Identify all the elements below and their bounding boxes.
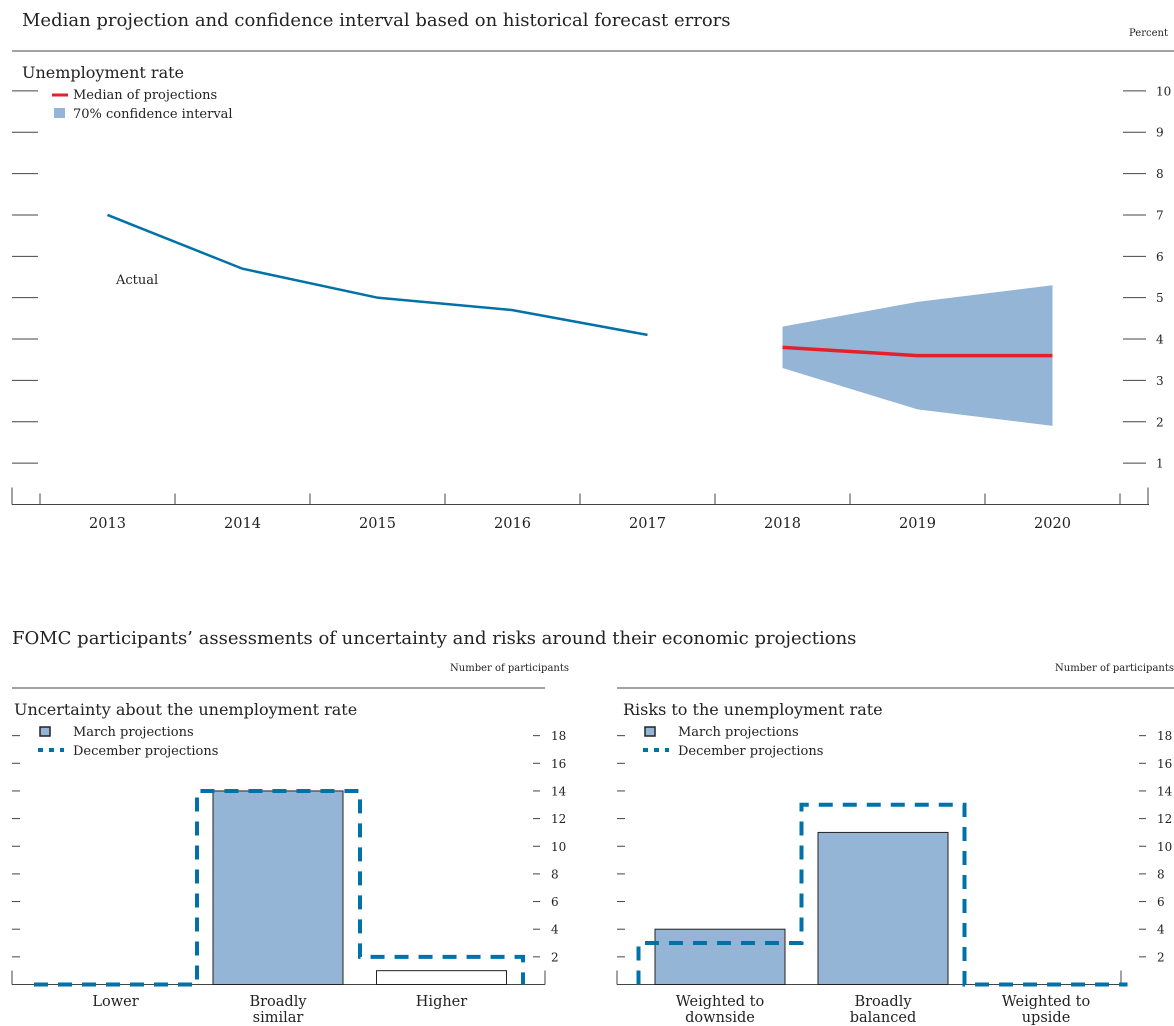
legend-band-swatch [54,108,65,118]
y-tick-label: 14 [1157,784,1173,798]
x-category-label: Lower [92,994,138,1010]
y-tick-label: 16 [551,757,566,771]
x-category-label: Weighted to downside [676,994,764,1026]
y-tick-label: 2 [1157,950,1165,964]
y-tick-label: 3 [1156,374,1164,388]
y-tick-label: 8 [1157,867,1165,881]
median-series-line [782,345,1053,358]
actual-series-line [107,213,648,337]
left-unit-label: Number of participants [450,663,569,674]
y-tick-label: 16 [1157,757,1172,771]
y-tick-label: 6 [1156,250,1164,264]
y-tick-label: 6 [1157,895,1165,909]
y-tick-label: 9 [1156,126,1164,140]
uncertainty-bar-chart: 2 4 6 8 10 12 14 16 18 Lower Broadly similar Higher [11,729,567,1026]
legend-median-label: Median of projections [73,88,217,103]
december-outline [34,788,525,987]
unemployment-line-chart: 1 2 3 4 5 6 7 8 9 10 2013 2014 2015 2016 2017 2018 2019 2… [11,84,1171,532]
x-tick-label: 2016 [494,516,531,532]
risks-bar-chart: 2 4 6 8 10 12 14 16 18 Weighted to downside Broadly… [616,729,1173,1026]
right-legend-march-label: March projections [678,725,799,740]
x-tick-label: 2017 [629,516,666,532]
x-tick-label: 2013 [89,516,126,532]
left-legend-december-label: December projections [73,744,218,759]
x-category-label: Weighted to upside [1002,994,1090,1026]
march-bar [654,928,786,986]
x-category-label: Broadly balanced [850,994,917,1026]
march-bar [212,790,344,986]
right-legend-december-label: December projections [678,744,823,759]
y-tick-label: 10 [551,840,566,854]
left-legend-march-label: March projections [73,725,194,740]
y-tick-label: 12 [551,812,566,826]
x-tick-label: 2020 [1034,516,1071,532]
y-tick-label: 6 [551,895,559,909]
top-section-title: Median projection and confidence interva… [22,10,731,31]
top-unit-label: Percent [1129,28,1168,39]
x-tick-label: 2019 [899,516,936,532]
right-unit-label: Number of participants [1055,663,1174,674]
y-tick-label: 10 [1156,84,1171,98]
y-tick-label: 4 [1157,923,1165,937]
right-panel-title: Risks to the unemployment rate [623,700,883,719]
y-tick-label: 7 [1156,208,1164,222]
x-tick-label: 2018 [764,516,801,532]
line-panel-title: Unemployment rate [22,63,184,82]
y-tick-label: 8 [551,867,559,881]
march-bar [817,831,949,985]
y-tick-label: 18 [1157,729,1172,743]
left-legend-march-swatch [39,726,51,737]
actual-annotation: Actual [115,273,158,288]
y-tick-label: 2 [551,950,559,964]
y-tick-label: 4 [551,923,559,937]
y-tick-label: 8 [1156,167,1164,181]
y-tick-label: 2 [1156,415,1164,429]
right-legend-march-swatch [644,726,656,737]
x-tick-label: 2015 [359,516,396,532]
y-tick-label: 1 [1156,457,1164,471]
y-tick-label: 10 [1157,840,1172,854]
x-category-label: Broadly similar [249,994,307,1026]
x-category-label: Higher [416,994,467,1010]
x-tick-label: 2014 [224,516,261,532]
december-outline [636,802,1128,987]
y-tick-label: 5 [1156,291,1164,305]
y-tick-label: 18 [551,729,566,743]
legend-band-label: 70% confidence interval [73,107,233,122]
y-tick-label: 12 [1157,812,1172,826]
y-tick-label: 4 [1156,333,1164,347]
bottom-section-title: FOMC participants’ assessments of uncert… [12,628,856,649]
y-tick-label: 14 [551,784,567,798]
march-bar [376,970,507,985]
left-panel-title: Uncertainty about the unemployment rate [14,700,357,719]
